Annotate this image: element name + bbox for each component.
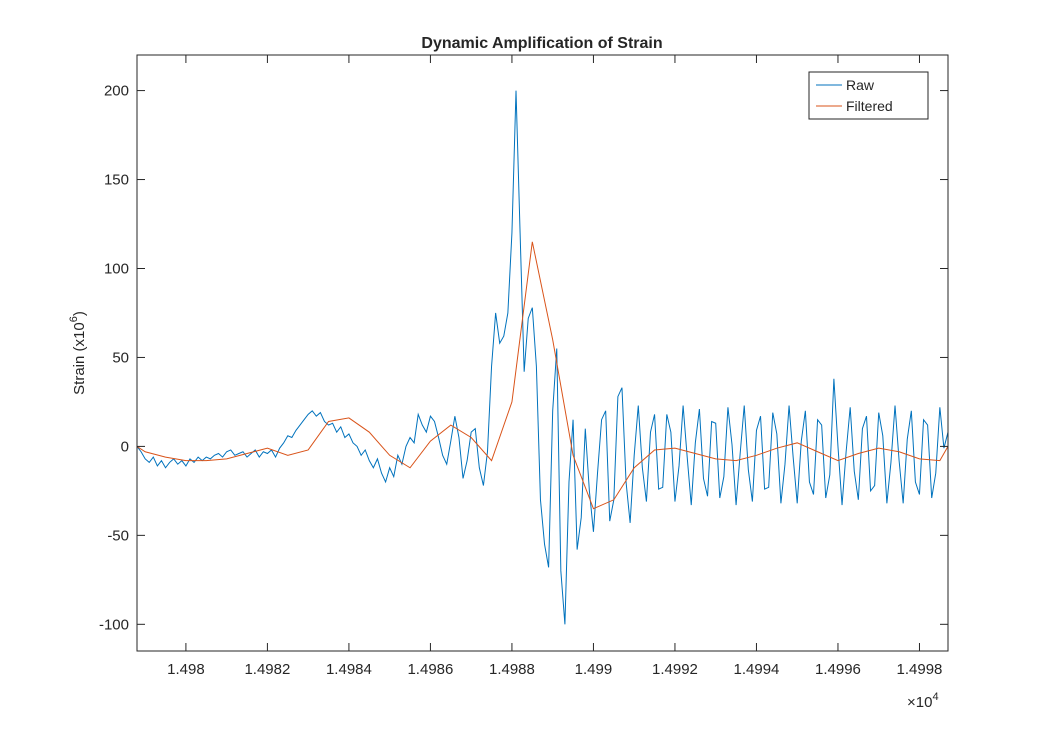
- x-tick-label: 1.4982: [244, 661, 290, 678]
- x-tick-label: 1.4988: [489, 661, 535, 678]
- x-multiplier-base: ×10: [907, 694, 932, 711]
- x-tick-label: 1.499: [575, 661, 613, 678]
- x-tick-label: 1.4996: [815, 661, 861, 678]
- y-label-main: Strain (x10: [71, 322, 88, 395]
- data-line: [137, 90, 948, 625]
- y-label-exp: 6: [68, 316, 80, 322]
- x-multiplier: ×104: [907, 691, 939, 711]
- y-tick-label: 50: [112, 349, 129, 366]
- x-tick-label: 1.4992: [652, 661, 698, 678]
- x-tick-label: 1.498: [167, 661, 205, 678]
- legend-label: Raw: [846, 77, 875, 93]
- data-line: [137, 241, 948, 510]
- x-tick-label: 1.4998: [897, 661, 943, 678]
- y-tick-label: -100: [99, 616, 129, 633]
- x-tick-label: 1.4984: [326, 661, 372, 678]
- x-multiplier-exp: 4: [932, 691, 938, 703]
- legend-label: Filtered: [846, 98, 893, 114]
- x-tick-label: 1.4986: [407, 661, 453, 678]
- legend: Raw Filtered: [808, 71, 929, 120]
- x-tick-label: 1.4994: [734, 661, 780, 678]
- y-axis-label: Strain (x106): [68, 311, 88, 395]
- y-tick-label: 100: [104, 260, 129, 277]
- y-tick-label: -50: [107, 527, 129, 544]
- y-tick-label: 150: [104, 172, 129, 189]
- legend-box: [808, 71, 929, 120]
- plot-frame: [136, 54, 949, 652]
- y-tick-label: 200: [104, 83, 129, 100]
- y-label-end: ): [71, 311, 88, 316]
- y-tick-label: 0: [121, 438, 129, 455]
- chart-title: Dynamic Amplification of Strain: [421, 35, 662, 52]
